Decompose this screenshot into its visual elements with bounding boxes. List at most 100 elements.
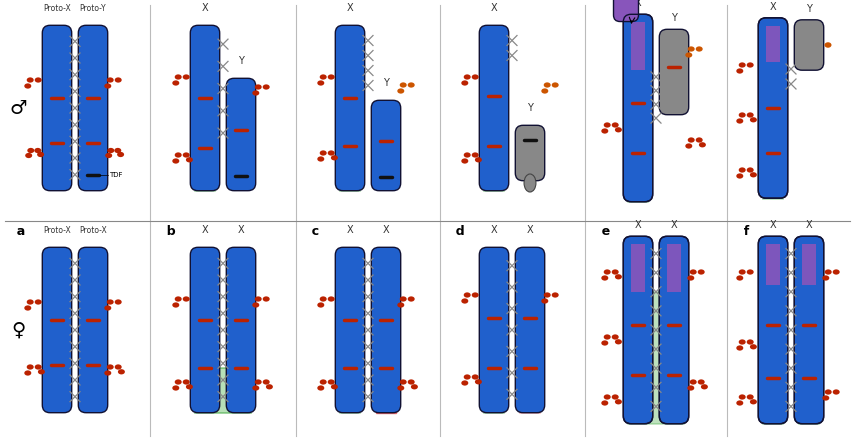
Ellipse shape bbox=[252, 385, 259, 391]
Ellipse shape bbox=[262, 84, 269, 90]
Ellipse shape bbox=[183, 296, 190, 302]
Ellipse shape bbox=[699, 142, 706, 147]
Bar bbox=[340, 365, 360, 413]
Text: X: X bbox=[202, 225, 209, 235]
Ellipse shape bbox=[173, 303, 180, 308]
Ellipse shape bbox=[524, 174, 536, 192]
Text: X: X bbox=[346, 225, 353, 235]
Ellipse shape bbox=[746, 340, 754, 344]
FancyBboxPatch shape bbox=[335, 247, 365, 413]
Ellipse shape bbox=[173, 158, 180, 164]
Text: Proto-X: Proto-X bbox=[43, 226, 71, 235]
Ellipse shape bbox=[604, 122, 610, 127]
Text: X: X bbox=[634, 0, 641, 8]
Ellipse shape bbox=[462, 299, 469, 303]
Ellipse shape bbox=[472, 153, 479, 157]
Bar bbox=[799, 285, 819, 424]
Ellipse shape bbox=[27, 148, 34, 153]
Ellipse shape bbox=[739, 269, 746, 275]
Ellipse shape bbox=[37, 152, 44, 157]
Bar bbox=[484, 118, 504, 191]
Ellipse shape bbox=[687, 275, 694, 280]
Ellipse shape bbox=[601, 128, 608, 134]
FancyBboxPatch shape bbox=[794, 236, 823, 424]
FancyBboxPatch shape bbox=[79, 247, 108, 413]
Ellipse shape bbox=[463, 374, 471, 380]
Ellipse shape bbox=[472, 292, 479, 298]
Text: Proto-X: Proto-X bbox=[80, 226, 107, 235]
FancyBboxPatch shape bbox=[191, 247, 220, 413]
Ellipse shape bbox=[399, 296, 407, 302]
Ellipse shape bbox=[327, 296, 334, 302]
Ellipse shape bbox=[320, 150, 327, 156]
Ellipse shape bbox=[38, 369, 45, 374]
Ellipse shape bbox=[746, 62, 754, 67]
Text: Y: Y bbox=[671, 13, 677, 23]
Ellipse shape bbox=[472, 75, 479, 80]
Ellipse shape bbox=[736, 173, 743, 179]
Ellipse shape bbox=[746, 394, 754, 400]
Ellipse shape bbox=[698, 269, 705, 275]
Ellipse shape bbox=[475, 157, 482, 162]
Text: TDF: TDF bbox=[109, 172, 122, 178]
Ellipse shape bbox=[117, 152, 124, 157]
Bar bbox=[802, 244, 816, 285]
Ellipse shape bbox=[115, 299, 121, 305]
Text: Y: Y bbox=[527, 103, 533, 113]
Ellipse shape bbox=[823, 275, 829, 280]
Text: Y: Y bbox=[806, 4, 812, 14]
Ellipse shape bbox=[255, 84, 262, 90]
FancyBboxPatch shape bbox=[227, 78, 256, 191]
Bar bbox=[520, 310, 540, 413]
Text: ♂: ♂ bbox=[9, 98, 27, 117]
FancyBboxPatch shape bbox=[758, 18, 787, 198]
Ellipse shape bbox=[551, 82, 558, 88]
Ellipse shape bbox=[544, 292, 551, 298]
Ellipse shape bbox=[115, 77, 121, 82]
Text: f: f bbox=[735, 225, 749, 238]
Ellipse shape bbox=[687, 46, 695, 52]
Ellipse shape bbox=[736, 345, 743, 351]
Ellipse shape bbox=[105, 153, 112, 158]
Ellipse shape bbox=[115, 364, 121, 370]
Ellipse shape bbox=[25, 153, 32, 158]
Ellipse shape bbox=[252, 90, 259, 96]
FancyBboxPatch shape bbox=[371, 247, 401, 413]
Ellipse shape bbox=[833, 269, 840, 275]
Ellipse shape bbox=[615, 127, 622, 132]
Text: c: c bbox=[303, 225, 319, 238]
Bar bbox=[766, 26, 780, 61]
Ellipse shape bbox=[687, 385, 694, 391]
Text: X: X bbox=[383, 225, 389, 235]
Ellipse shape bbox=[551, 292, 558, 298]
Ellipse shape bbox=[174, 296, 182, 302]
Ellipse shape bbox=[823, 396, 829, 400]
Ellipse shape bbox=[115, 148, 121, 153]
Ellipse shape bbox=[327, 379, 334, 385]
Ellipse shape bbox=[824, 42, 832, 48]
FancyBboxPatch shape bbox=[794, 20, 823, 70]
Text: X: X bbox=[670, 220, 677, 230]
Ellipse shape bbox=[24, 370, 32, 376]
Ellipse shape bbox=[746, 269, 754, 275]
Ellipse shape bbox=[686, 143, 693, 149]
FancyBboxPatch shape bbox=[516, 125, 545, 181]
Text: a: a bbox=[8, 225, 26, 238]
Ellipse shape bbox=[462, 80, 469, 86]
Ellipse shape bbox=[475, 379, 482, 385]
Ellipse shape bbox=[266, 384, 273, 389]
FancyBboxPatch shape bbox=[623, 14, 652, 202]
Text: X: X bbox=[805, 220, 812, 230]
Ellipse shape bbox=[173, 80, 180, 86]
Text: X: X bbox=[527, 225, 534, 235]
Ellipse shape bbox=[604, 394, 610, 400]
Ellipse shape bbox=[104, 305, 111, 310]
FancyBboxPatch shape bbox=[42, 247, 72, 413]
Ellipse shape bbox=[255, 379, 262, 385]
Ellipse shape bbox=[736, 275, 743, 280]
Ellipse shape bbox=[615, 339, 622, 344]
Ellipse shape bbox=[736, 118, 743, 123]
Bar bbox=[195, 128, 215, 191]
Ellipse shape bbox=[690, 379, 697, 385]
Ellipse shape bbox=[252, 303, 259, 308]
